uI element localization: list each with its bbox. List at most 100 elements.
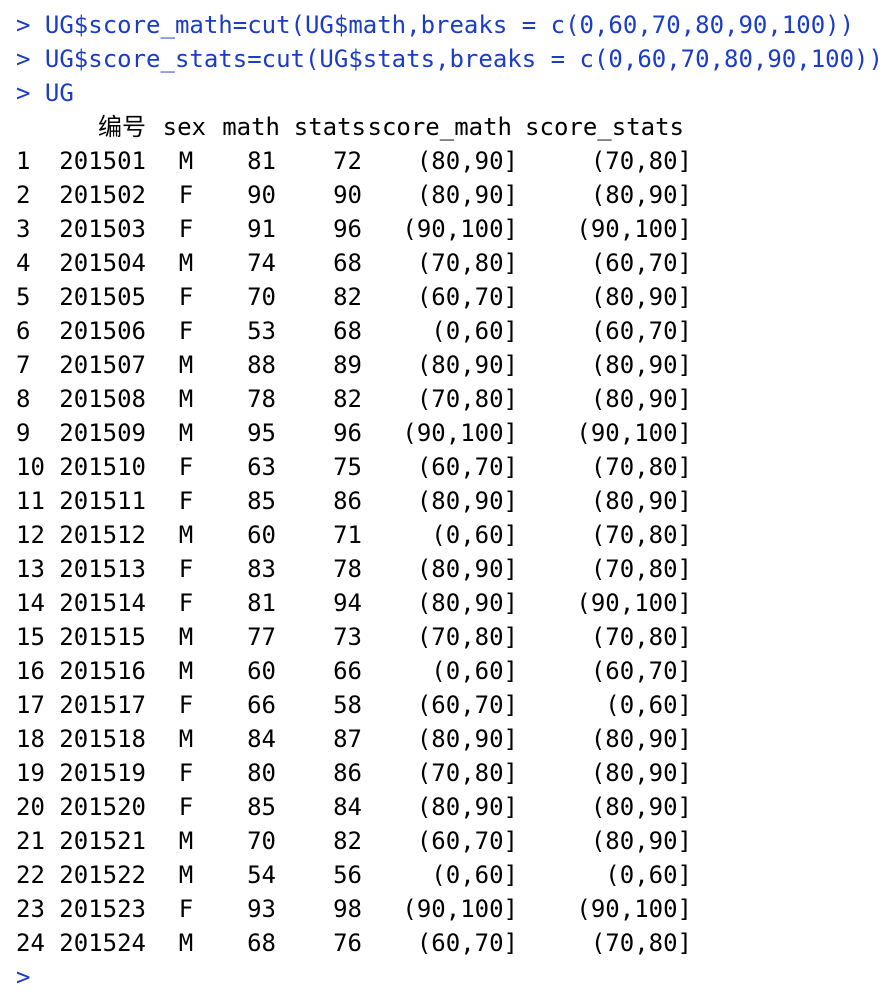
row-stats: 90 bbox=[333, 181, 362, 209]
row-score-math: (80,90] bbox=[416, 589, 518, 617]
row-id: 201511 bbox=[59, 487, 146, 515]
row-id: 201514 bbox=[59, 589, 146, 617]
row-id: 201520 bbox=[59, 793, 146, 821]
table-row: 16 201516 M 60 66 (0,60] (60,70] bbox=[16, 654, 886, 688]
row-sex: F bbox=[178, 215, 194, 243]
row-sex: M bbox=[178, 929, 194, 957]
command-line-2: > UG$score_stats=cut(UG$stats,breaks = c… bbox=[16, 45, 883, 73]
table-row: 4 201504 M 74 68 (70,80] (60,70] bbox=[16, 246, 886, 280]
row-index: 8 bbox=[16, 385, 31, 413]
row-id: 201502 bbox=[59, 181, 146, 209]
row-id: 201522 bbox=[59, 861, 146, 889]
row-score-stats: (70,80] bbox=[590, 147, 692, 175]
row-math: 70 bbox=[247, 283, 276, 311]
row-math: 54 bbox=[247, 861, 276, 889]
row-id: 201523 bbox=[59, 895, 146, 923]
row-sex: M bbox=[178, 623, 194, 651]
row-score-stats: (0,60] bbox=[605, 691, 692, 719]
row-stats: 98 bbox=[333, 895, 362, 923]
row-index: 17 bbox=[16, 691, 45, 719]
row-id: 201506 bbox=[59, 317, 146, 345]
row-index: 13 bbox=[16, 555, 45, 583]
row-math: 80 bbox=[247, 759, 276, 787]
row-index: 23 bbox=[16, 895, 45, 923]
row-score-stats: (80,90] bbox=[590, 487, 692, 515]
row-index: 1 bbox=[16, 147, 31, 175]
row-score-stats: (0,60] bbox=[605, 861, 692, 889]
table-row: 19 201519 F 80 86 (70,80] (80,90] bbox=[16, 756, 886, 790]
table-row: 23 201523 F 93 98 (90,100] (90,100] bbox=[16, 892, 886, 926]
row-score-math: (70,80] bbox=[416, 385, 518, 413]
row-math: 81 bbox=[247, 147, 276, 175]
row-stats: 96 bbox=[333, 215, 362, 243]
row-score-math: (60,70] bbox=[416, 691, 518, 719]
row-sex: F bbox=[178, 895, 194, 923]
row-id: 201504 bbox=[59, 249, 146, 277]
row-math: 93 bbox=[247, 895, 276, 923]
row-score-math: (80,90] bbox=[416, 147, 518, 175]
row-score-stats: (80,90] bbox=[590, 725, 692, 753]
table-row: 3 201503 F 91 96 (90,100] (90,100] bbox=[16, 212, 886, 246]
header-score-stats: score_stats bbox=[525, 113, 684, 141]
row-index: 16 bbox=[16, 657, 45, 685]
table-row: 17 201517 F 66 58 (60,70] (0,60] bbox=[16, 688, 886, 722]
row-id: 201517 bbox=[59, 691, 146, 719]
header-score-math: score_math bbox=[367, 113, 513, 141]
row-sex: M bbox=[178, 351, 194, 379]
row-math: 84 bbox=[247, 725, 276, 753]
row-id: 201512 bbox=[59, 521, 146, 549]
row-math: 83 bbox=[247, 555, 276, 583]
row-stats: 96 bbox=[333, 419, 362, 447]
row-score-stats: (70,80] bbox=[590, 453, 692, 481]
table-row: 2 201502 F 90 90 (80,90] (80,90] bbox=[16, 178, 886, 212]
row-stats: 76 bbox=[333, 929, 362, 957]
row-math: 68 bbox=[247, 929, 276, 957]
table-row: 6 201506 F 53 68 (0,60] (60,70] bbox=[16, 314, 886, 348]
row-id: 201521 bbox=[59, 827, 146, 855]
row-score-stats: (70,80] bbox=[590, 623, 692, 651]
row-id: 201505 bbox=[59, 283, 146, 311]
row-id: 201508 bbox=[59, 385, 146, 413]
row-id: 201501 bbox=[59, 147, 146, 175]
row-score-stats: (80,90] bbox=[590, 181, 692, 209]
console-prompt[interactable]: > bbox=[16, 963, 31, 991]
row-stats: 82 bbox=[333, 385, 362, 413]
row-score-stats: (80,90] bbox=[590, 283, 692, 311]
row-sex: M bbox=[178, 249, 194, 277]
row-score-math: (60,70] bbox=[416, 453, 518, 481]
header-id: 编号 bbox=[98, 113, 146, 141]
row-math: 53 bbox=[247, 317, 276, 345]
row-index: 12 bbox=[16, 521, 45, 549]
row-score-math: (80,90] bbox=[416, 555, 518, 583]
row-stats: 58 bbox=[333, 691, 362, 719]
row-stats: 66 bbox=[333, 657, 362, 685]
row-score-stats: (60,70] bbox=[590, 249, 692, 277]
row-score-stats: (90,100] bbox=[576, 215, 692, 243]
command-line-3: > UG bbox=[16, 79, 74, 107]
row-sex: F bbox=[178, 555, 194, 583]
row-stats: 87 bbox=[333, 725, 362, 753]
header-math: math bbox=[222, 113, 280, 141]
row-sex: F bbox=[178, 691, 194, 719]
header-sex: sex bbox=[162, 113, 206, 141]
table-row: 5 201505 F 70 82 (60,70] (80,90] bbox=[16, 280, 886, 314]
row-score-math: (90,100] bbox=[402, 895, 518, 923]
row-sex: F bbox=[178, 487, 194, 515]
row-stats: 84 bbox=[333, 793, 362, 821]
row-stats: 89 bbox=[333, 351, 362, 379]
table-row: 11 201511 F 85 86 (80,90] (80,90] bbox=[16, 484, 886, 518]
row-index: 7 bbox=[16, 351, 31, 379]
table-row: 20 201520 F 85 84 (80,90] (80,90] bbox=[16, 790, 886, 824]
row-score-math: (80,90] bbox=[416, 351, 518, 379]
table-row: 15 201515 M 77 73 (70,80] (70,80] bbox=[16, 620, 886, 654]
table-row: 10 201510 F 63 75 (60,70] (70,80] bbox=[16, 450, 886, 484]
row-id: 201503 bbox=[59, 215, 146, 243]
row-index: 10 bbox=[16, 453, 45, 481]
row-math: 77 bbox=[247, 623, 276, 651]
table-row: 18 201518 M 84 87 (80,90] (80,90] bbox=[16, 722, 886, 756]
row-math: 95 bbox=[247, 419, 276, 447]
row-id: 201524 bbox=[59, 929, 146, 957]
row-math: 81 bbox=[247, 589, 276, 617]
row-math: 88 bbox=[247, 351, 276, 379]
